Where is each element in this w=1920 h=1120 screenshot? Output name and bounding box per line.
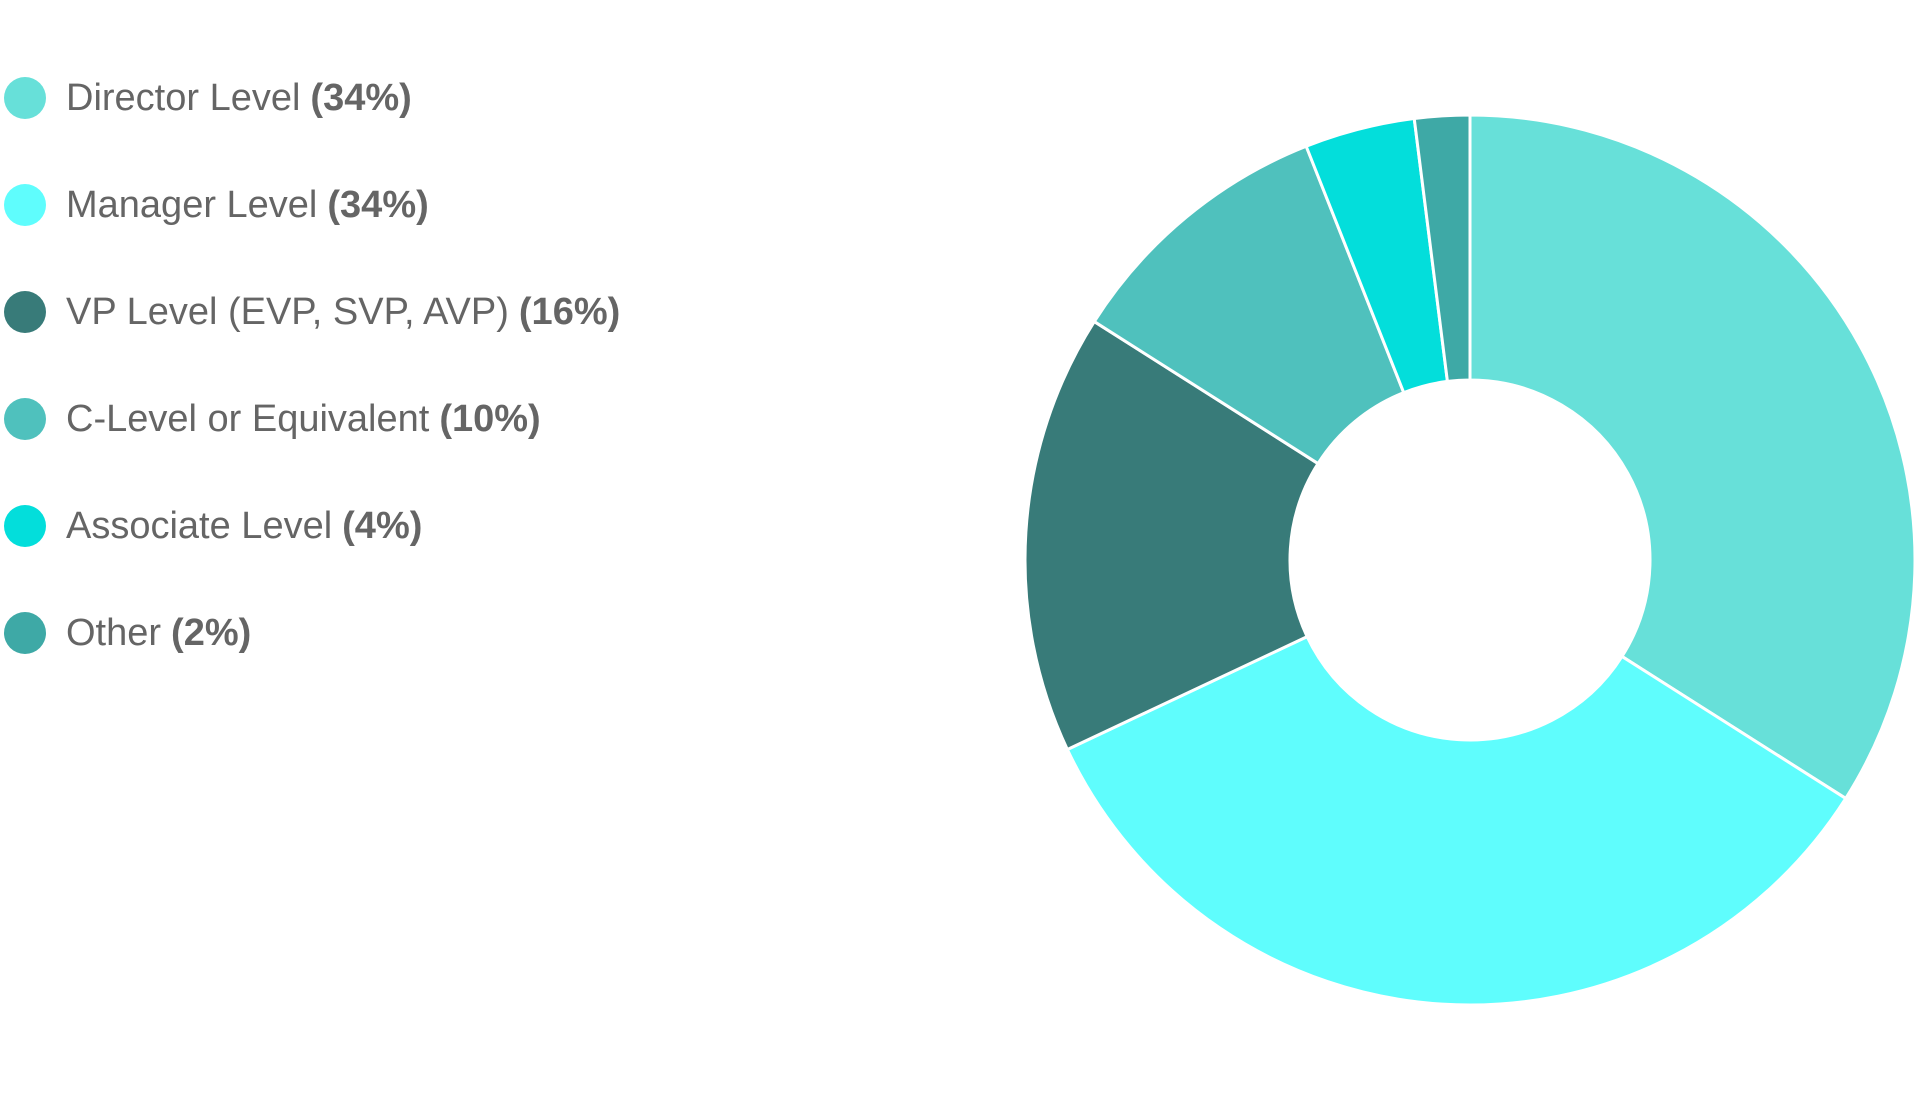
donut-slice-director-level xyxy=(1468,113,1917,800)
legend-text: Manager Level (34%) xyxy=(66,186,429,224)
legend-label: C-Level or Equivalent xyxy=(66,397,430,440)
legend-percent: (34%) xyxy=(327,183,429,226)
legend-item-c-level: C-Level or Equivalent (10%) xyxy=(0,365,620,472)
legend-item-vp-level: VP Level (EVP, SVP, AVP) (16%) xyxy=(0,258,620,365)
legend-label: Associate Level xyxy=(66,504,333,547)
legend-swatch xyxy=(4,504,46,547)
legend-swatch xyxy=(4,290,46,333)
legend-label: Director Level xyxy=(66,76,301,119)
legend-swatch xyxy=(4,76,46,119)
legend-percent: (34%) xyxy=(310,76,412,119)
legend-percent: (10%) xyxy=(439,397,541,440)
legend-percent: (2%) xyxy=(171,611,252,654)
legend-label: VP Level (EVP, SVP, AVP) xyxy=(66,290,509,333)
legend-item-manager-level: Manager Level (34%) xyxy=(0,151,620,258)
legend-label: Manager Level xyxy=(66,183,318,226)
legend-label: Other xyxy=(66,611,162,654)
legend-text: Associate Level (4%) xyxy=(66,507,422,545)
legend-text: VP Level (EVP, SVP, AVP) (16%) xyxy=(66,293,620,331)
donut-chart xyxy=(1023,113,1917,1007)
legend-percent: (4%) xyxy=(342,504,423,547)
legend-text: Other (2%) xyxy=(66,614,251,652)
legend-item-director-level: Director Level (34%) xyxy=(0,44,620,151)
donut-slice-c-level-or-equivalent xyxy=(1092,144,1406,466)
legend-item-other: Other (2%) xyxy=(0,579,620,686)
legend-swatch xyxy=(4,611,46,654)
legend-swatch xyxy=(4,183,46,226)
donut-slice-vp-level-evp-svp-avp xyxy=(1023,320,1320,751)
legend-percent: (16%) xyxy=(518,290,621,333)
donut-slice-other xyxy=(1412,113,1472,383)
legend-text: Director Level (34%) xyxy=(66,79,412,117)
legend-item-associate-level: Associate Level (4%) xyxy=(0,472,620,579)
legend-text: C-Level or Equivalent (10%) xyxy=(66,400,541,438)
legend-swatch xyxy=(4,397,46,440)
chart-legend: Director Level (34%) Manager Level (34%) V… xyxy=(0,44,620,686)
donut-slice-manager-level xyxy=(1065,635,1848,1007)
